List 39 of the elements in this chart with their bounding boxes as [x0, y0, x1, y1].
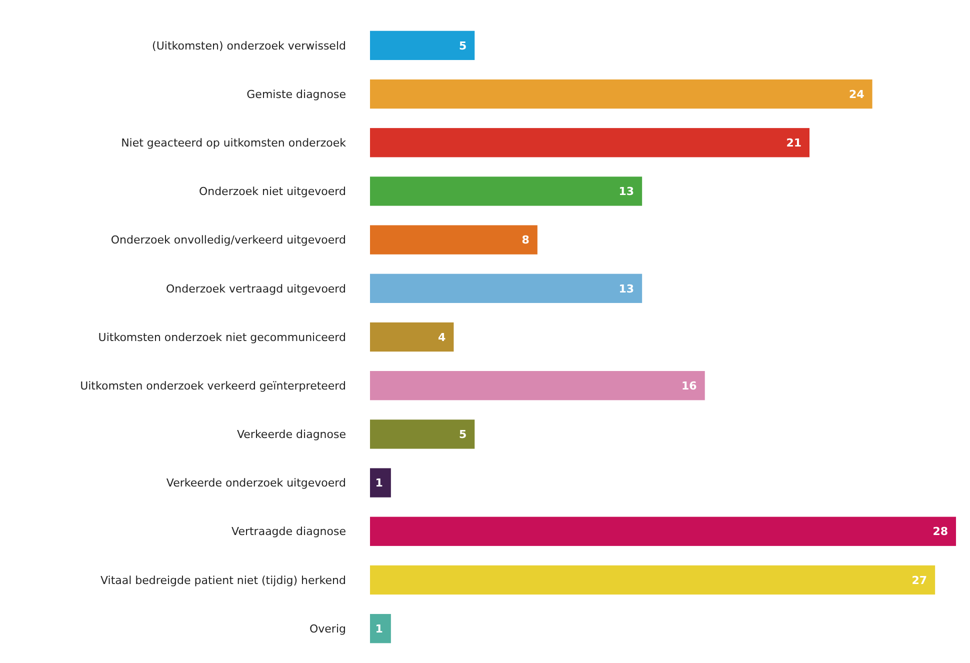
- y-tick-label: Verkeerde diagnose: [236, 428, 346, 442]
- data-label: 4: [438, 330, 446, 344]
- bar: [370, 128, 810, 158]
- y-tick-label: Onderzoek vertraagd uitgevoerd: [166, 282, 346, 296]
- bar: [370, 565, 936, 595]
- y-tick-label: Gemiste diagnose: [246, 88, 346, 101]
- y-tick-label: Uitkomsten onderzoek niet gecommuniceerd: [98, 330, 346, 344]
- bar: [370, 176, 642, 206]
- data-label: 5: [458, 428, 467, 442]
- bar: [370, 225, 538, 254]
- data-label: 1: [375, 622, 383, 636]
- bar: [370, 371, 705, 400]
- data-label: 5: [458, 39, 467, 52]
- y-tick-label: Overig: [310, 622, 346, 636]
- bar: [370, 79, 872, 109]
- y-tick-label: (Uitkomsten) onderzoek verwisseld: [152, 39, 346, 52]
- data-label: 1: [375, 476, 383, 490]
- data-label: 27: [912, 574, 928, 587]
- data-label: 13: [618, 185, 634, 198]
- bar: [370, 420, 475, 449]
- bar: [370, 30, 475, 60]
- y-tick-label: Verkeerde onderzoek uitgevoerd: [166, 476, 346, 490]
- data-label: 21: [786, 136, 802, 150]
- data-label: 16: [682, 379, 698, 392]
- y-tick-label: Onderzoek niet uitgevoerd: [198, 185, 346, 198]
- data-label: 28: [932, 525, 948, 538]
- bar: [370, 614, 391, 644]
- data-label: 24: [848, 88, 865, 101]
- y-tick-label: Niet geacteerd op uitkomsten onderzoek: [121, 136, 347, 150]
- bar: [370, 274, 642, 303]
- bar: [370, 468, 391, 498]
- bar: [370, 516, 956, 546]
- y-tick-label: Onderzoek onvolledig/verkeerd uitgevoerd: [110, 234, 346, 247]
- data-label: 13: [618, 282, 634, 296]
- y-tick-label: Vertraagde diagnose: [232, 525, 346, 538]
- y-tick-label: Vitaal bedreigde patient niet (tijdig) herkend: [100, 574, 346, 587]
- y-tick-label: Uitkomsten onderzoek verkeerd geïnterpreteerd: [80, 379, 346, 392]
- data-label: 8: [522, 234, 530, 247]
- bar: [370, 322, 454, 352]
